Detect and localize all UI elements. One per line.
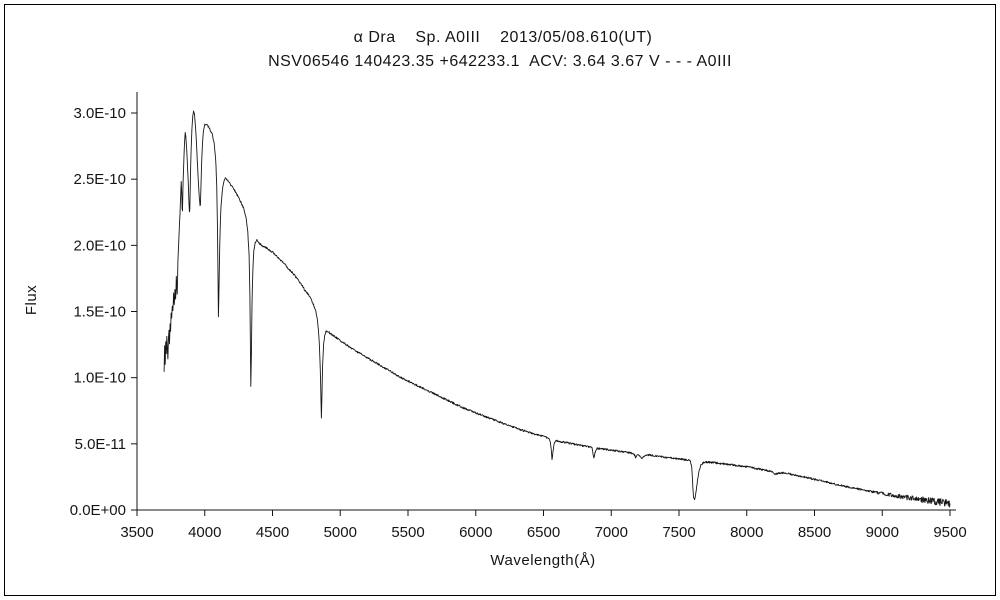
x-tick-label: 9500 bbox=[933, 524, 966, 541]
x-tick-label: 9000 bbox=[866, 524, 899, 541]
x-tick-label: 4500 bbox=[256, 524, 289, 541]
y-tick-label: 5.0E-11 bbox=[75, 436, 126, 453]
spectrum-polyline bbox=[163, 110, 951, 508]
axes bbox=[131, 92, 956, 516]
spectrum-line bbox=[163, 110, 951, 508]
y-tick-label: 3.0E-10 bbox=[73, 105, 126, 122]
y-tick-label: 2.0E-10 bbox=[73, 237, 126, 254]
x-tick-label: 8500 bbox=[798, 524, 831, 541]
chart-subtitle: NSV06546 140423.35 +642233.1 ACV: 3.64 3… bbox=[268, 53, 732, 70]
x-tick-label: 5500 bbox=[391, 524, 424, 541]
y-tick-label: 2.5E-10 bbox=[73, 171, 126, 188]
y-tick-label: 1.5E-10 bbox=[73, 304, 126, 321]
x-tick-label: 4000 bbox=[188, 524, 221, 541]
outer-border bbox=[4, 4, 996, 596]
y-axis-label: Flux bbox=[23, 285, 40, 315]
x-tick-label: 8000 bbox=[730, 524, 763, 541]
y-tick-label: 1.0E-10 bbox=[73, 370, 126, 387]
x-tick-label: 6000 bbox=[459, 524, 492, 541]
x-tick-label: 3500 bbox=[120, 524, 153, 541]
tick-labels: 0.0E+00 5.0E-11 1.0E-10 1.5E-10 2.0E-10 2.5E-… bbox=[70, 105, 967, 541]
chart-title: α Dra Sp. A0III 2013/05/08.610(UT) bbox=[354, 29, 653, 46]
x-tick-label: 7000 bbox=[595, 524, 628, 541]
x-tick-label: 5000 bbox=[324, 524, 357, 541]
y-tick-label: 0.0E+00 bbox=[70, 502, 126, 519]
x-tick-label: 6500 bbox=[527, 524, 560, 541]
x-tick-label: 7500 bbox=[662, 524, 695, 541]
x-axis-label: Wavelength(Å) bbox=[490, 552, 595, 569]
